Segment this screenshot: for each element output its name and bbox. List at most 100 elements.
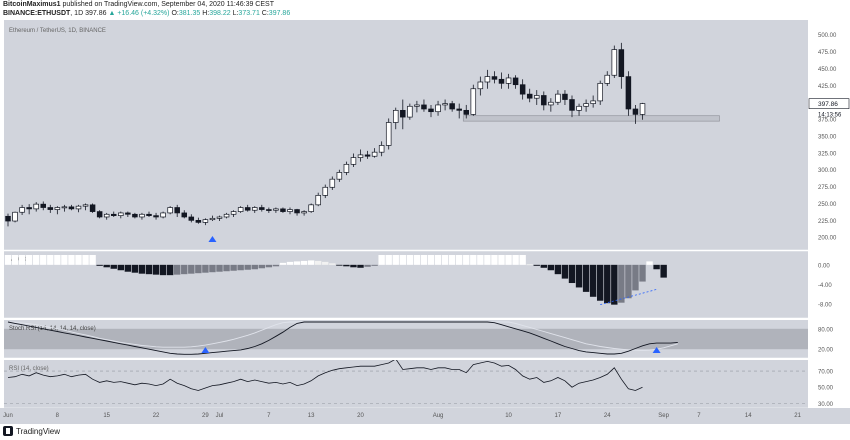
stoch-arrow-marker bbox=[652, 347, 661, 353]
candle-body bbox=[526, 93, 533, 99]
price-tick-label: 450.00 bbox=[818, 67, 837, 73]
candle-body bbox=[82, 204, 89, 207]
candle bbox=[576, 103, 582, 116]
macd-bar bbox=[89, 255, 96, 265]
macd-bar bbox=[639, 264, 646, 282]
candle bbox=[19, 204, 25, 215]
macd-bar bbox=[159, 264, 167, 276]
time-tick-label: 7 bbox=[267, 413, 271, 419]
candle-body bbox=[103, 213, 110, 218]
candle bbox=[407, 103, 413, 120]
candle bbox=[280, 207, 286, 213]
footer: TradingView bbox=[3, 426, 60, 436]
macd-bar bbox=[357, 264, 364, 268]
candle-body bbox=[364, 154, 371, 157]
candle-body bbox=[259, 207, 265, 210]
macd-trendline bbox=[600, 289, 657, 306]
macd-bar bbox=[307, 260, 315, 265]
candle-body bbox=[463, 109, 470, 115]
candle-body bbox=[153, 215, 159, 218]
macd-bar bbox=[589, 264, 597, 297]
candle bbox=[26, 204, 32, 215]
close-value: 397.86 bbox=[268, 10, 291, 17]
macd-bar bbox=[660, 264, 667, 278]
candle bbox=[618, 42, 625, 89]
candle bbox=[273, 207, 279, 213]
macd-bar bbox=[216, 264, 223, 272]
candle-body bbox=[266, 209, 272, 211]
candle-body bbox=[301, 211, 307, 214]
candle-body bbox=[26, 207, 32, 210]
candle bbox=[301, 210, 307, 216]
author-name: BitcoinMaximus1 bbox=[3, 1, 61, 8]
candle bbox=[195, 217, 202, 224]
time-tick-label: 15 bbox=[103, 413, 110, 419]
candle-body bbox=[583, 103, 589, 107]
candle bbox=[449, 100, 455, 112]
candle bbox=[103, 212, 110, 220]
candle-body bbox=[498, 78, 505, 84]
macd-bar bbox=[223, 264, 230, 272]
candle-body bbox=[40, 203, 46, 208]
candle bbox=[414, 100, 420, 113]
macd-bar bbox=[18, 255, 26, 265]
candle bbox=[40, 201, 46, 211]
candle bbox=[181, 210, 188, 219]
macd-bar bbox=[413, 255, 421, 265]
candle bbox=[266, 207, 272, 213]
macd-bar bbox=[575, 264, 583, 288]
macd-bar bbox=[568, 264, 576, 284]
macd-bar bbox=[96, 264, 103, 266]
open-label: O: bbox=[171, 10, 179, 17]
chart-canvas[interactable]: 500.00475.00450.00425.00400.00375.00350.… bbox=[0, 20, 850, 424]
candle bbox=[611, 45, 618, 78]
macd-bar bbox=[498, 255, 505, 265]
macd-bar bbox=[533, 264, 540, 266]
candle-body bbox=[350, 157, 357, 165]
candle bbox=[329, 176, 336, 190]
candle bbox=[174, 204, 180, 217]
candle-body bbox=[188, 216, 195, 221]
symbol-line: BINANCE:ETHUSDT, 1D 397.86 ▲ +16.46 (+4.… bbox=[3, 10, 291, 17]
macd-bar bbox=[237, 264, 244, 271]
macd-bar bbox=[11, 255, 19, 265]
candle bbox=[12, 211, 18, 223]
price-tick-label: 225.00 bbox=[818, 219, 837, 225]
macd-bar bbox=[61, 255, 68, 265]
macd-bar bbox=[477, 255, 484, 265]
time-tick-label: Aug bbox=[433, 413, 444, 419]
candle-body bbox=[202, 219, 209, 223]
candle bbox=[357, 149, 364, 162]
macd-bar bbox=[399, 255, 406, 265]
candle bbox=[110, 211, 117, 217]
rsi-tick-label: 30.00 bbox=[818, 402, 834, 408]
candle-body bbox=[569, 99, 575, 111]
candle-body bbox=[96, 211, 103, 218]
low-label: L: bbox=[232, 10, 239, 17]
candle bbox=[139, 212, 145, 220]
candle-body bbox=[625, 76, 632, 110]
price-tick-label: 250.00 bbox=[818, 202, 837, 208]
candle bbox=[167, 206, 173, 215]
candle bbox=[400, 99, 406, 130]
macd-bar bbox=[82, 255, 89, 265]
macd-bar bbox=[385, 255, 392, 265]
macd-bar bbox=[244, 264, 251, 270]
macd-bar bbox=[625, 264, 632, 299]
candle bbox=[470, 84, 477, 116]
candle bbox=[54, 206, 61, 215]
macd-bar bbox=[519, 255, 526, 265]
candle bbox=[68, 204, 75, 211]
candle-body bbox=[329, 178, 336, 188]
macd-bar bbox=[392, 255, 399, 265]
macd-bar bbox=[554, 264, 562, 275]
candle-body bbox=[385, 122, 392, 146]
candle-body bbox=[216, 216, 223, 219]
candle bbox=[569, 95, 575, 118]
candle-body bbox=[639, 103, 646, 115]
candle-body bbox=[139, 213, 145, 218]
candle-body bbox=[195, 220, 202, 223]
stoch-k-line bbox=[7, 321, 678, 355]
candle-body bbox=[174, 207, 180, 214]
support-zone bbox=[462, 115, 720, 122]
